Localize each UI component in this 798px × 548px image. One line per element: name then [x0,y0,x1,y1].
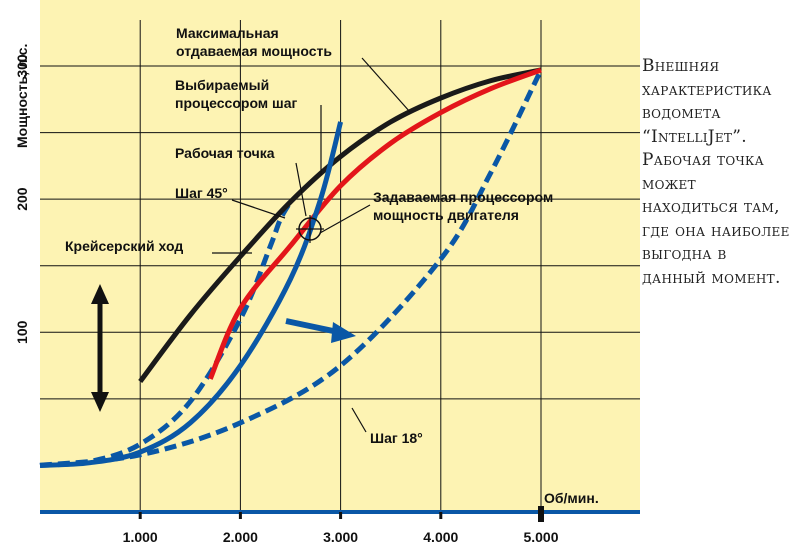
annotation-engine-2: мощность двигателя [373,207,519,223]
annotation-step18: Шаг 18° [370,430,423,446]
annotation-cruise: Крейсерский ход [65,238,183,254]
x-tick-label: 4.000 [423,529,458,545]
annotation-max-power-1: Максимальная [176,25,279,41]
annotation-step-1: Выбираемый [175,77,269,93]
annotation-max-power-2: отдаваемая мощность [176,43,332,59]
work-point-marker [296,215,324,243]
power-curve-chart: 1.000 2.000 3.000 4.000 5.000 100 200 300 Макси… [14,0,640,545]
cruise-range-arrow [91,284,109,412]
curves [39,67,544,468]
annotation-engine-1: Задаваемая процессором [373,189,553,205]
x-tick-label: 1.000 [123,529,158,545]
annotation-step45: Шаг 45° [175,185,228,201]
plot-background [40,0,640,512]
annotation-work-point: Рабочая точка [175,145,275,161]
leader-lines [212,57,411,433]
x-tick-label: 5.000 [523,529,558,545]
series-step-line [39,121,344,468]
x-tick-label: 2.000 [223,529,258,545]
x-tick-label: 3.000 [323,529,358,545]
y-tick-label: 300 [14,54,30,78]
direction-arrow [285,318,356,343]
figure-caption: Внешняя характеристика водомета “Intelli… [642,56,790,288]
series-step18-line [39,68,544,468]
x-tick-major [538,506,544,522]
y-tick-label: 200 [14,187,30,211]
ticks: 1.000 2.000 3.000 4.000 5.000 100 200 300 [14,54,559,545]
y-axis-label: Мощность, л.с. [14,44,30,148]
series-engine-line [207,67,542,380]
y-tick-label: 100 [14,320,30,344]
x-axis-label: Об/мин. [544,490,599,506]
annotation-step-2: процессором шаг [175,95,298,111]
